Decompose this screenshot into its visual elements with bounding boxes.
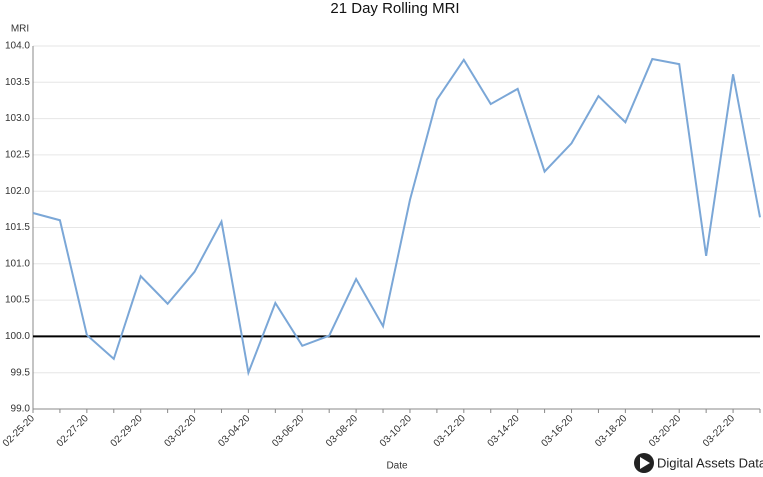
x-tick-label: 02-29-20 xyxy=(109,413,145,449)
x-axis-label: Date xyxy=(386,461,408,472)
x-tick-label: 03-02-20 xyxy=(162,413,198,449)
x-tick-label: 03-16-20 xyxy=(539,413,575,449)
y-tick-label: 102.5 xyxy=(5,150,30,161)
watermark-play xyxy=(640,457,650,469)
x-tick-label: 03-08-20 xyxy=(324,413,360,449)
x-tick-label: 03-04-20 xyxy=(216,413,252,449)
watermark-icon xyxy=(634,453,654,473)
y-tick-label: 100.5 xyxy=(5,295,30,306)
x-tick-label: 03-12-20 xyxy=(432,413,468,449)
y-tick-label: 101.0 xyxy=(5,258,30,269)
x-tick-label: 03-10-20 xyxy=(378,413,414,449)
y-tick-label: 103.0 xyxy=(5,113,30,124)
x-tick-label: 03-06-20 xyxy=(270,413,306,449)
x-tick-label: 03-14-20 xyxy=(486,413,522,449)
y-tick-label: 99.5 xyxy=(11,367,31,378)
x-tick-label: 03-22-20 xyxy=(701,413,737,449)
x-tick-label: 02-25-20 xyxy=(1,413,37,449)
y-tick-label: 104.0 xyxy=(5,41,30,52)
chart-title: 21 Day Rolling MRI xyxy=(330,0,459,17)
x-tick-label: 03-18-20 xyxy=(593,413,629,449)
y-tick-label: 102.0 xyxy=(5,186,30,197)
series-line xyxy=(32,57,761,377)
watermark: Digital Assets Data xyxy=(657,455,763,470)
y-tick-label: 101.5 xyxy=(5,222,30,233)
x-tick-label: 02-27-20 xyxy=(55,413,91,449)
y-axis-label: MRI xyxy=(11,24,29,35)
y-tick-label: 103.5 xyxy=(5,77,30,88)
y-tick-label: 99.0 xyxy=(11,404,31,415)
y-tick-label: 100.0 xyxy=(5,331,30,342)
x-tick-label: 03-20-20 xyxy=(647,413,683,449)
